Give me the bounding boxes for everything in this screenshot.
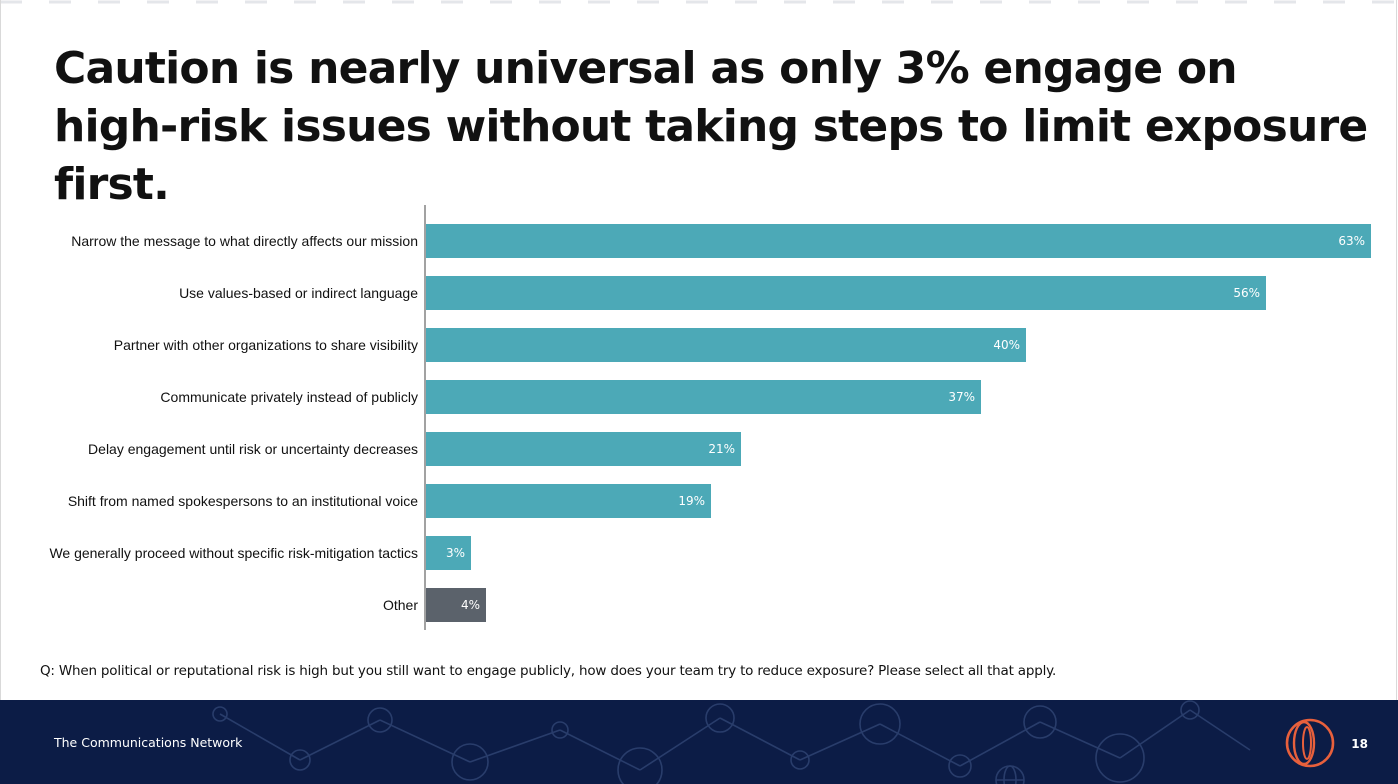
category-label: We generally proceed without specific ri… [49, 545, 418, 561]
organization-name: The Communications Network [54, 735, 243, 750]
bar-value-label: 63% [1338, 234, 1365, 248]
bar [426, 588, 486, 622]
bar-value-label: 40% [993, 338, 1020, 352]
bar [426, 328, 1026, 362]
bar [426, 276, 1266, 310]
category-label: Shift from named spokespersons to an ins… [68, 493, 418, 509]
survey-question-footnote: Q: When political or reputational risk i… [40, 663, 1057, 679]
network-pattern-background [212, 700, 1251, 784]
bar [426, 536, 471, 570]
category-label: Communicate privately instead of publicl… [160, 389, 418, 405]
bar-value-label: 21% [708, 442, 735, 456]
bar [426, 484, 711, 518]
top-decorative-dashes [0, 0, 1398, 4]
category-label: Narrow the message to what directly affe… [71, 233, 418, 249]
bar-value-label: 4% [461, 598, 480, 612]
category-label: Delay engagement until risk or uncertain… [88, 441, 418, 457]
bar-value-label: 37% [948, 390, 975, 404]
bar-value-label: 56% [1233, 286, 1260, 300]
category-label: Use values-based or indirect language [179, 285, 418, 301]
communications-network-logo-icon [1285, 718, 1335, 768]
bar-value-label: 19% [678, 494, 705, 508]
bar [426, 224, 1371, 258]
bar-value-label: 3% [446, 546, 465, 560]
category-label: Other [383, 597, 418, 613]
category-label: Partner with other organizations to shar… [114, 337, 418, 353]
footer-bar: The Communications Network 18 [0, 700, 1398, 784]
bar [426, 432, 741, 466]
slide-title: Caution is nearly universal as only 3% e… [54, 43, 1368, 210]
bar [426, 380, 981, 414]
bar-chart: Narrow the message to what directly affe… [49, 205, 1371, 630]
page-number: 18 [1351, 737, 1368, 751]
